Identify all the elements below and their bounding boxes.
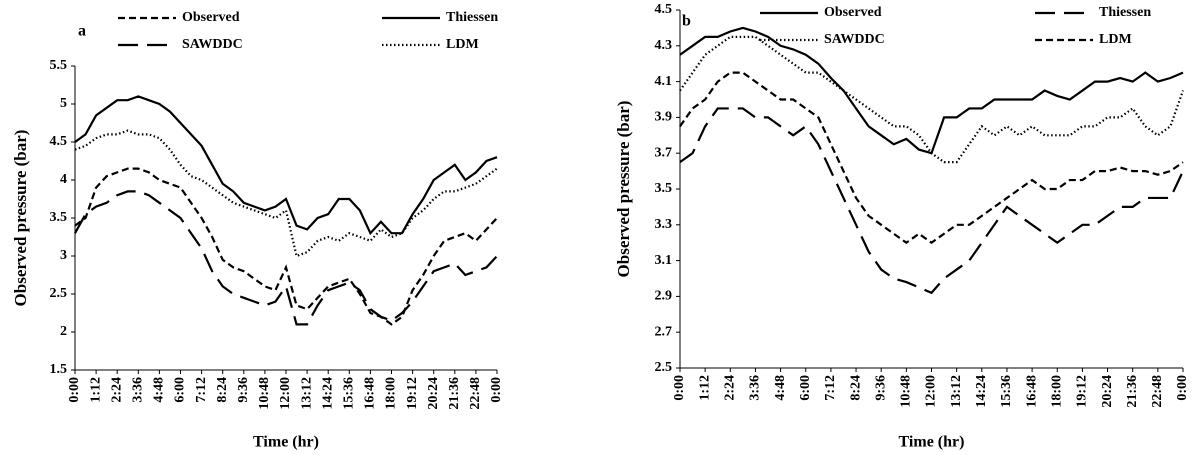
x-tick-label: 21:36 [447, 377, 462, 410]
x-tick-label: 22:48 [1150, 375, 1165, 408]
y-tick-label: 2.5 [655, 360, 673, 375]
x-tick-label: 14:24 [320, 377, 335, 410]
x-axis-title: Time (hr) [899, 434, 965, 451]
x-tick-label: 20:24 [426, 377, 441, 410]
y-tick-label: 2.7 [655, 324, 673, 339]
x-tick-label: 6:00 [173, 377, 188, 403]
x-tick-label: 21:36 [1125, 375, 1140, 408]
x-tick-label: 10:48 [899, 375, 914, 408]
x-tick-label: 13:12 [299, 377, 314, 410]
x-tick-label: 9:36 [236, 377, 251, 403]
y-tick-label: 2.5 [50, 286, 68, 301]
x-tick-label: 7:12 [823, 375, 838, 401]
x-tick-label: 2:24 [723, 375, 738, 401]
panel-label: b [682, 13, 691, 30]
y-tick-label: 4.1 [655, 74, 673, 89]
x-tick-label: 15:36 [342, 377, 357, 410]
legend-label: Observed [182, 10, 240, 25]
legend-label: Thiessen [1099, 5, 1151, 20]
x-tick-label: 1:12 [88, 377, 103, 403]
y-tick-label: 3.5 [50, 210, 68, 225]
x-tick-label: 19:12 [1075, 375, 1090, 408]
x-tick-label: 14:24 [974, 375, 989, 408]
y-tick-label: 4.5 [50, 134, 68, 149]
y-tick-label: 3 [60, 248, 67, 263]
x-tick-label: 12:00 [278, 377, 293, 410]
series-line [74, 129, 498, 258]
x-tick-label: 0:00 [489, 377, 504, 403]
series-line [679, 107, 1184, 295]
x-tick-label: 0:00 [67, 377, 82, 403]
y-tick-label: 3.3 [655, 217, 673, 232]
x-tick-label: 8:24 [848, 375, 863, 401]
panel-label: a [78, 23, 86, 40]
legend-label: SAWDDC [182, 37, 243, 52]
legend-label: Observed [824, 5, 882, 20]
y-tick-label: 3.5 [655, 181, 673, 196]
x-tick-label: 18:00 [1049, 375, 1064, 408]
series-line [74, 167, 498, 326]
y-tick-label: 4 [60, 172, 67, 187]
legend-label: LDM [446, 37, 479, 52]
x-tick-label: 6:00 [798, 375, 813, 401]
legend-label: LDM [1099, 32, 1132, 47]
x-tick-label: 20:24 [1100, 375, 1115, 408]
x-tick-label: 3:36 [748, 375, 763, 401]
x-tick-label: 9:36 [873, 375, 888, 401]
x-tick-label: 18:00 [384, 377, 399, 410]
y-axis-title: Observed pressure (bar) [614, 101, 633, 278]
y-tick-label: 1.5 [50, 362, 68, 377]
legend-label: Thiessen [446, 10, 498, 25]
x-tick-label: 2:24 [109, 377, 124, 403]
x-tick-label: 0:00 [1175, 375, 1190, 401]
y-tick-label: 3.9 [655, 110, 673, 125]
y-tick-label: 3.7 [655, 145, 673, 160]
series-line [679, 71, 1184, 245]
x-tick-label: 19:12 [405, 377, 420, 410]
x-tick-label: 15:36 [999, 375, 1014, 408]
y-tick-label: 4.3 [655, 38, 673, 53]
x-tick-label: 22:48 [468, 377, 483, 410]
series-line [74, 95, 498, 236]
x-tick-label: 0:00 [672, 375, 687, 401]
series-line [679, 35, 1185, 164]
legend-label: SAWDDC [824, 32, 885, 47]
x-tick-label: 8:24 [215, 377, 230, 403]
x-tick-label: 4:48 [773, 375, 788, 401]
x-tick-label: 12:00 [924, 375, 939, 408]
x-tick-label: 10:48 [257, 377, 272, 410]
x-tick-label: 16:48 [363, 377, 378, 410]
series-line [74, 190, 498, 326]
y-tick-label: 3.1 [655, 253, 673, 268]
x-tick-label: 1:12 [697, 375, 712, 401]
y-axis-title: Observed pressure (bar) [11, 130, 30, 307]
x-tick-label: 16:48 [1024, 375, 1039, 408]
y-tick-label: 5 [60, 96, 67, 111]
x-tick-label: 4:48 [152, 377, 167, 403]
x-tick-label: 7:12 [194, 377, 209, 403]
y-tick-label: 2.9 [655, 289, 673, 304]
x-axis-title: Time (hr) [253, 434, 319, 451]
x-tick-label: 3:36 [131, 377, 146, 403]
y-tick-label: 5.5 [50, 58, 68, 73]
y-tick-label: 4.5 [655, 2, 673, 17]
x-tick-label: 13:12 [949, 375, 964, 408]
y-tick-label: 2 [60, 324, 67, 339]
